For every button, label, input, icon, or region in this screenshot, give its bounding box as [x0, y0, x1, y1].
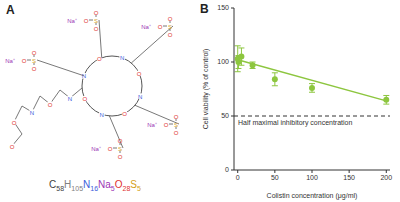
svg-text:S: S [94, 18, 98, 24]
svg-text:N: N [100, 112, 104, 118]
svg-text:Na⁺: Na⁺ [67, 18, 77, 24]
svg-text:0: 0 [225, 166, 229, 173]
svg-text:O: O [118, 138, 123, 144]
svg-text:200: 200 [380, 174, 392, 181]
svg-text:S: S [32, 58, 36, 64]
svg-text:O: O [168, 32, 173, 38]
svg-text:N: N [120, 55, 124, 61]
svg-text:50: 50 [221, 112, 229, 119]
svg-text:Colistin concentration (μg/ml): Colistin concentration (μg/ml) [267, 192, 358, 200]
svg-text:O: O [32, 50, 37, 56]
svg-text:S: S [168, 24, 172, 30]
svg-text:O: O [108, 146, 113, 152]
svg-text:Na⁺: Na⁺ [141, 24, 151, 30]
svg-text:S: S [118, 146, 122, 152]
svg-text:Cell viability (% of control): Cell viability (% of control) [202, 49, 210, 130]
svg-text:100: 100 [306, 174, 318, 181]
svg-text:O: O [10, 144, 15, 150]
svg-text:O: O [164, 122, 169, 128]
svg-text:O: O [174, 114, 179, 120]
svg-text:Na⁺: Na⁺ [8, 58, 15, 64]
svg-text:O: O [82, 96, 87, 102]
svg-text:O: O [174, 130, 179, 136]
svg-text:N: N [82, 73, 86, 79]
svg-text:O: O [22, 58, 27, 64]
svg-text:Half maximal inhibitory concen: Half maximal inhibitory concentration [238, 119, 352, 127]
svg-text:O: O [137, 71, 142, 77]
svg-text:N: N [68, 96, 72, 102]
svg-text:O: O [97, 56, 102, 62]
svg-text:0: 0 [236, 174, 240, 181]
svg-text:O: O [12, 120, 17, 126]
svg-text:O: O [118, 154, 123, 160]
svg-text:Na⁺: Na⁺ [147, 122, 157, 128]
svg-text:Na⁺: Na⁺ [91, 146, 101, 152]
svg-text:C58H105N16Na5O28S5: C58H105N16Na5O28S5 [49, 179, 141, 192]
svg-text:100: 100 [217, 58, 229, 65]
svg-text:O: O [94, 10, 99, 16]
svg-text:O: O [94, 26, 99, 32]
svg-text:50: 50 [271, 174, 279, 181]
svg-text:N: N [138, 94, 142, 100]
svg-text:O: O [48, 102, 53, 108]
svg-text:O: O [122, 111, 127, 117]
html-text:B: B [200, 2, 209, 16]
svg-text:O: O [158, 24, 163, 30]
svg-text:O: O [84, 18, 89, 24]
svg-text:150: 150 [343, 174, 355, 181]
svg-text:150: 150 [217, 4, 229, 11]
svg-text:A: A [8, 3, 15, 17]
svg-text:N: N [30, 110, 34, 116]
svg-text:O: O [32, 66, 37, 72]
svg-text:S: S [174, 122, 178, 128]
svg-text:O: O [168, 16, 173, 22]
